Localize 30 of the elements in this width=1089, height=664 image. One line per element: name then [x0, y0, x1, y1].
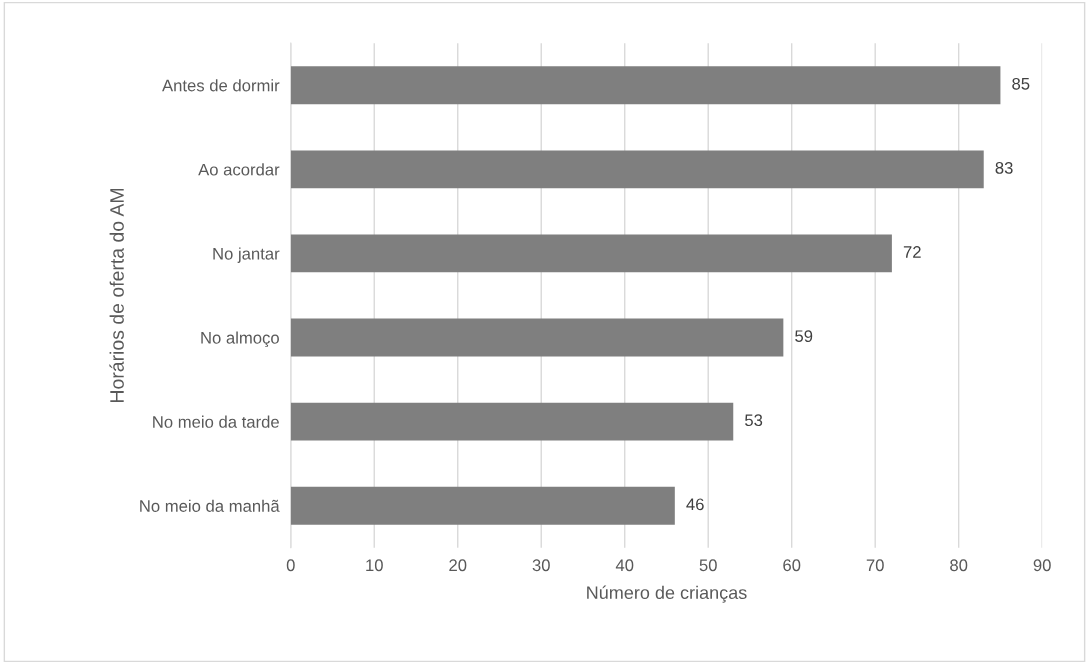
data-label: 72 — [903, 246, 921, 258]
data-label: 53 — [745, 414, 763, 427]
bar — [290, 402, 734, 441]
x-tick-label: 0 — [286, 559, 295, 572]
bar — [290, 234, 892, 273]
x-axis-title: Número de crianças — [587, 585, 747, 603]
bar — [290, 318, 784, 357]
y-tick-label: No meio da manhã — [140, 499, 280, 512]
x-tick-label: 10 — [366, 559, 383, 572]
bar — [290, 486, 675, 525]
y-tick-label: Antes de dormir — [162, 79, 280, 92]
y-tick-label: No meio da tarde — [153, 415, 279, 428]
x-tick-label: 60 — [783, 559, 801, 572]
x-tick-label: 50 — [699, 559, 717, 572]
data-label: 83 — [995, 161, 1013, 174]
data-label: 59 — [795, 330, 813, 343]
x-tick-label: 90 — [1033, 559, 1051, 572]
x-tick-label: 40 — [615, 559, 634, 572]
y-axis-title: Horários de oferta do AM — [109, 188, 124, 402]
bar — [290, 150, 984, 189]
y-tick-label: No almoço — [201, 331, 279, 348]
data-label: 85 — [1012, 77, 1030, 90]
x-tick-label: 80 — [950, 559, 968, 572]
y-tick-label: Ao acordar — [198, 163, 280, 176]
x-tick-label: 20 — [449, 559, 467, 572]
bar — [290, 66, 1001, 105]
y-tick-label: No jantar — [213, 247, 280, 263]
x-tick-label: 70 — [866, 559, 884, 572]
data-label: 46 — [686, 498, 704, 511]
x-tick-label: 30 — [532, 559, 550, 572]
